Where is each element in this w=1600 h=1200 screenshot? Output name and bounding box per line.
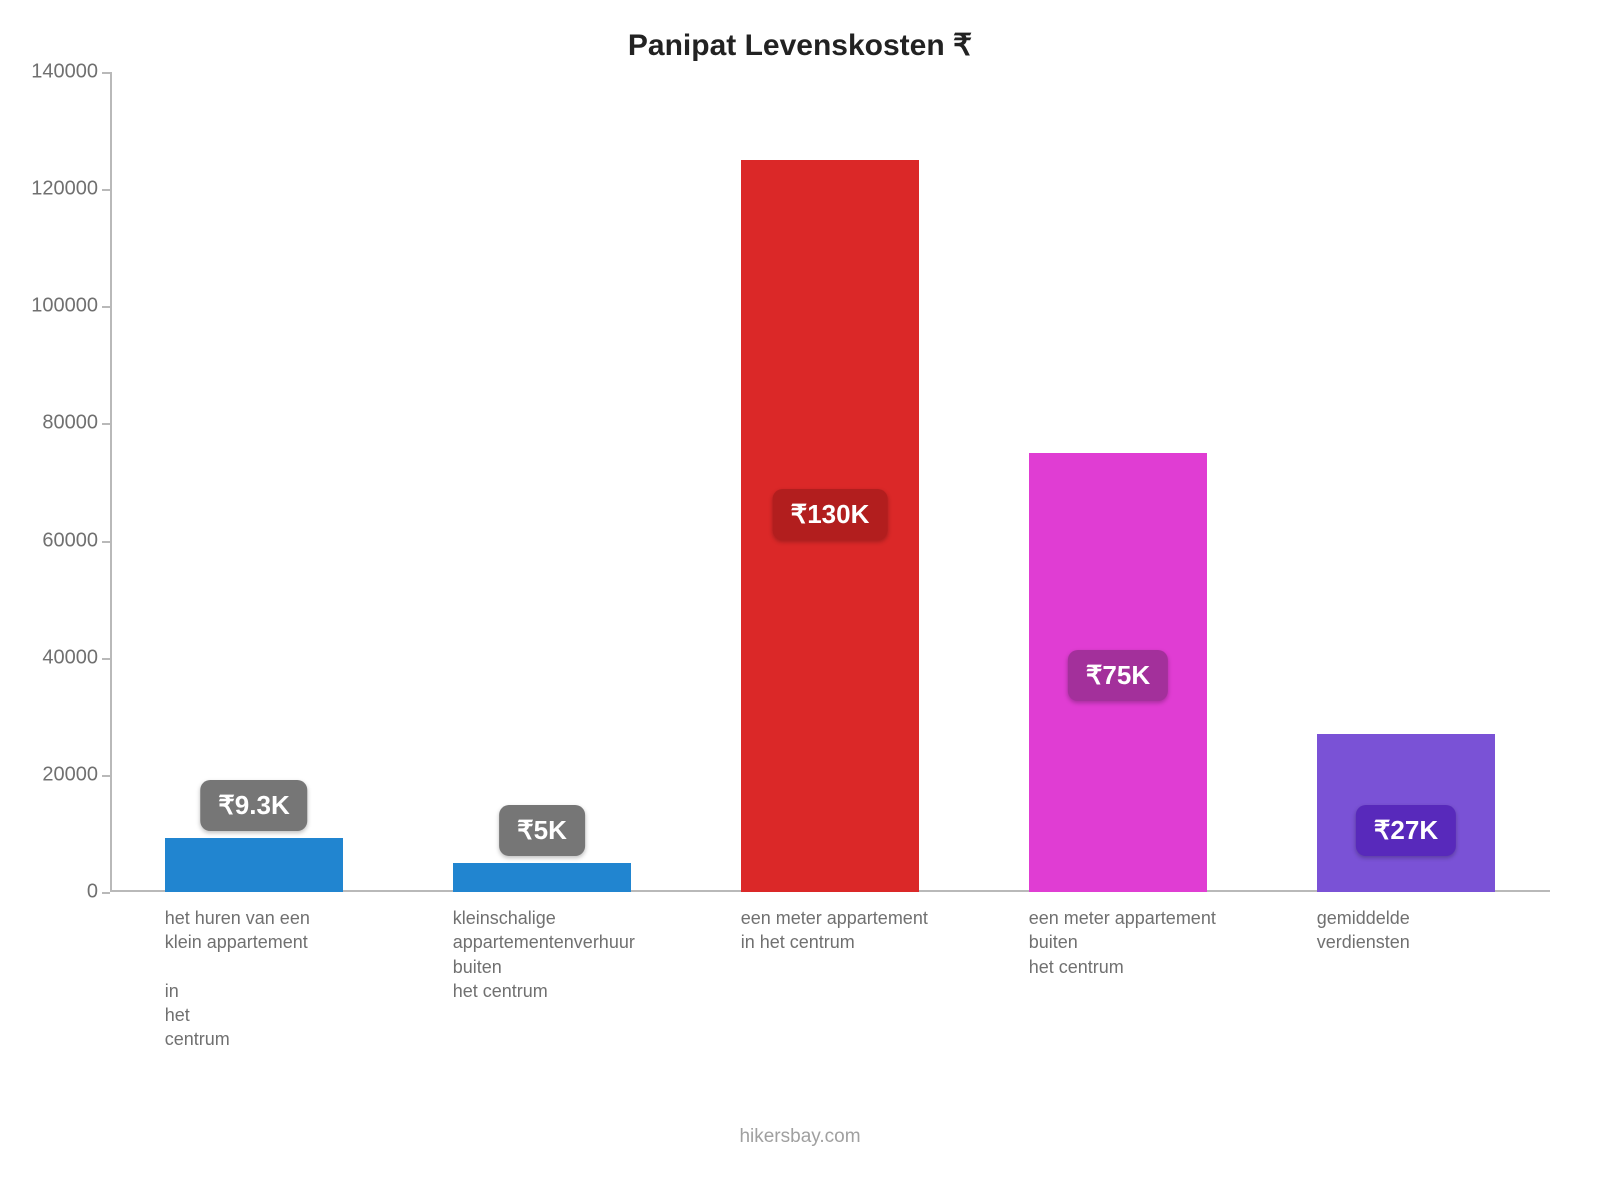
- y-tick-label: 140000: [31, 61, 110, 84]
- y-tick-mark: [102, 892, 110, 894]
- value-badge: ₹75K: [1068, 650, 1168, 701]
- bar: [453, 863, 632, 892]
- x-tick-label: kleinschalige appartementenverhuur buite…: [453, 892, 741, 1003]
- y-axis: [110, 72, 112, 892]
- value-badge: ₹5K: [499, 805, 585, 856]
- y-tick-label: 20000: [42, 763, 110, 786]
- value-badge: ₹27K: [1356, 805, 1456, 856]
- y-tick-label: 40000: [42, 646, 110, 669]
- y-tick-mark: [102, 541, 110, 543]
- bar: [165, 838, 344, 892]
- x-tick-label: het huren van een klein appartement in h…: [165, 892, 453, 1052]
- x-tick-label: gemiddelde verdiensten: [1317, 892, 1600, 955]
- y-tick-mark: [102, 72, 110, 74]
- chart-container: Panipat Levenskosten ₹ 02000040000600008…: [0, 0, 1600, 1200]
- y-tick-mark: [102, 423, 110, 425]
- y-tick-label: 100000: [31, 295, 110, 318]
- x-tick-label: een meter appartement buiten het centrum: [1029, 892, 1317, 979]
- value-badge: ₹9.3K: [200, 780, 307, 831]
- y-tick-label: 80000: [42, 412, 110, 435]
- chart-title: Panipat Levenskosten ₹: [0, 28, 1600, 63]
- value-badge: ₹130K: [773, 489, 888, 540]
- y-tick-label: 120000: [31, 178, 110, 201]
- y-tick-mark: [102, 306, 110, 308]
- y-tick-mark: [102, 775, 110, 777]
- y-tick-mark: [102, 189, 110, 191]
- y-tick-label: 60000: [42, 529, 110, 552]
- y-tick-mark: [102, 658, 110, 660]
- plot-area: 020000400006000080000100000120000140000₹…: [110, 72, 1550, 892]
- attribution-text: hikersbay.com: [0, 1126, 1600, 1148]
- x-tick-label: een meter appartement in het centrum: [741, 892, 1029, 955]
